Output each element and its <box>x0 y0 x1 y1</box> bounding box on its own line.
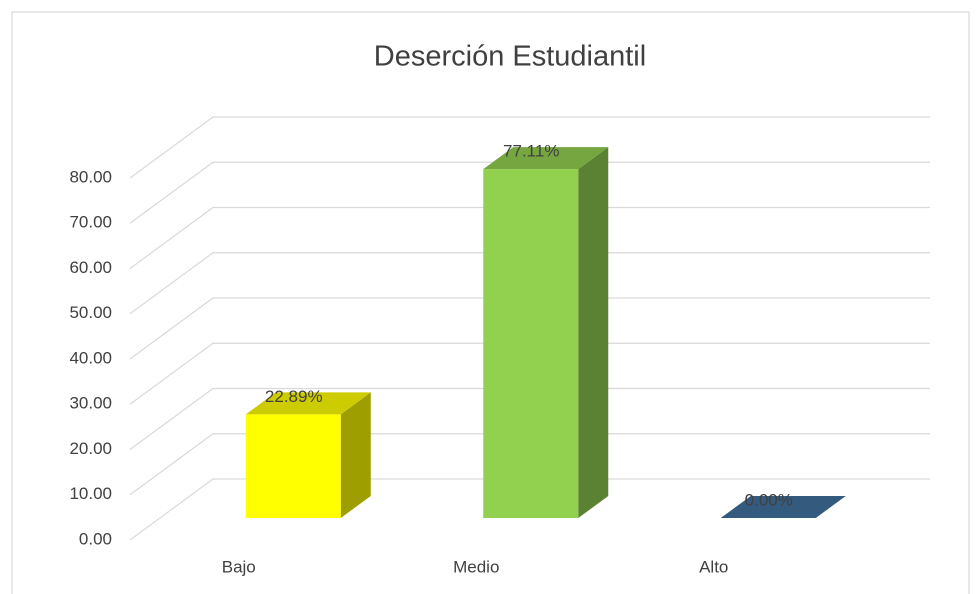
y-tick-label: 60.00 <box>69 258 112 277</box>
bar-front <box>245 414 341 518</box>
bar-side <box>340 392 371 518</box>
grid-line <box>129 161 930 224</box>
grid-line <box>129 342 930 405</box>
y-tick-label: 30.00 <box>69 394 112 413</box>
bar-front <box>483 169 579 518</box>
grid-line <box>129 433 930 496</box>
chart-title: Deserción Estudiantil <box>374 41 646 73</box>
data-label: 77.11% <box>503 142 559 161</box>
grid-line <box>129 206 930 269</box>
x-tick-label: Bajo <box>222 557 256 576</box>
chart-border <box>11 11 970 594</box>
y-tick-label: 70.00 <box>69 213 112 232</box>
bar-side <box>578 147 609 518</box>
y-tick-label: 50.00 <box>69 303 112 322</box>
y-tick-label: 80.00 <box>69 167 112 186</box>
x-tick-label: Alto <box>699 557 728 576</box>
bar-top <box>245 392 371 415</box>
y-tick-label: 20.00 <box>69 439 112 458</box>
bar-top <box>483 147 609 170</box>
bar-top <box>720 496 846 518</box>
y-tick-label: 40.00 <box>69 348 112 367</box>
x-tick-label: Medio <box>453 557 499 576</box>
data-label: 0.00% <box>745 490 793 509</box>
grid-line <box>129 297 930 360</box>
grid-line <box>129 252 930 315</box>
y-tick-label: 0.00 <box>79 529 112 548</box>
grid-line <box>129 116 930 179</box>
data-label: 22.89% <box>265 387 323 406</box>
grid-line <box>129 387 930 450</box>
grid-line <box>129 478 930 541</box>
y-tick-label: 10.00 <box>69 484 112 503</box>
